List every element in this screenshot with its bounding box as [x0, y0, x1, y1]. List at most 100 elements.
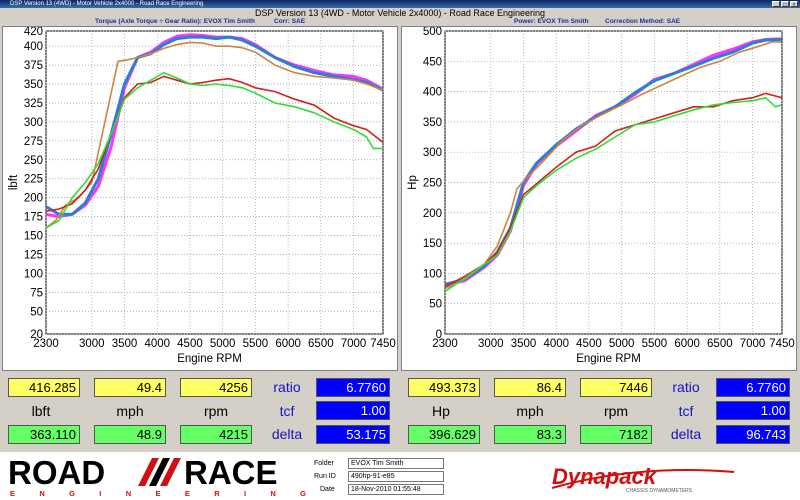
series-line-3: [45, 41, 384, 229]
dynapack-logo: Dynapack CHASSIS DYNAMOMETERS: [551, 464, 735, 494]
y-tick-label: 20: [30, 329, 43, 341]
y-tick-label: 275: [24, 136, 43, 148]
x-tick-label: 3000: [478, 338, 504, 350]
y-tick-label: 250: [423, 178, 442, 190]
series-line-1: [45, 33, 384, 219]
series-line-4: [444, 92, 782, 288]
footer: ROAD RACE E N G I N E E R I N G Folder E…: [0, 452, 800, 500]
x-tick-label: 5500: [642, 338, 668, 350]
x-tick-label: 3500: [511, 338, 537, 350]
secondary-power-rpm: 7182: [580, 425, 652, 444]
y-tick-label: 100: [24, 268, 43, 280]
dynapack-subtext: CHASSIS DYNAMOMETERS: [626, 488, 693, 494]
x-tick-label: 4500: [177, 338, 203, 350]
dynapack-swoosh: [551, 469, 735, 489]
y-tick-label: 300: [423, 147, 442, 159]
x-tick-label: 7450: [370, 338, 396, 350]
logo-stripe-3: [160, 458, 181, 486]
series-line-4: [45, 75, 384, 213]
y-tick-label: 50: [30, 306, 43, 318]
tcf-value-right: 1.00: [716, 401, 790, 420]
folder-label: Folder: [314, 460, 334, 467]
secondary-torque-mph: 48.9: [94, 425, 166, 444]
torque-chart: 2300 3000 3500 4000 4500 5000 5500 6000 6500 7000…: [8, 26, 396, 365]
window-controls: _ □ ×: [772, 1, 798, 8]
maximize-button[interactable]: □: [781, 1, 789, 8]
y-tick-label: 325: [24, 98, 43, 110]
y-tick-label: 420: [24, 27, 43, 38]
x-tick-label: 4000: [543, 338, 569, 350]
y-tick-label: 400: [24, 41, 43, 53]
ratio-value: 6.7760: [316, 378, 390, 397]
x-tick-label: 7450: [769, 338, 795, 350]
ratio-label: ratio: [273, 379, 301, 395]
y-tick-label: 250: [24, 155, 43, 167]
y-tick-label: 200: [423, 208, 442, 220]
close-button[interactable]: ×: [790, 1, 798, 8]
logo-engineering-text: E N G I N E E R I N G: [10, 489, 306, 498]
delta-value-right: 96.743: [716, 425, 790, 444]
peak-torque-rpm: 4256: [180, 378, 252, 397]
power-chart-panel: 2300 3000 3500 4000 4500 5000 5500 6000 6500 7000…: [401, 26, 797, 371]
x-tick-label: 2300: [33, 338, 59, 350]
minimize-button[interactable]: _: [772, 1, 780, 8]
plot-area: [45, 30, 384, 335]
delta-label-right: delta: [670, 426, 702, 442]
x-tick-label: 5000: [609, 338, 635, 350]
secondary-power-value: 396.629: [408, 425, 480, 444]
series-line-5: [444, 96, 782, 293]
tcf-label-right: tcf: [678, 403, 694, 419]
y-tick-label: 500: [423, 27, 442, 38]
delta-value: 53.175: [316, 425, 390, 444]
road-race-logo: ROAD RACE E N G I N E E R I N G: [8, 454, 306, 498]
peak-power-rpm: 7446: [580, 378, 652, 397]
logo-stripe-2: [149, 458, 170, 486]
folder-field: EVOX Tim Smith: [348, 458, 444, 469]
y-axis-label: lbft: [8, 174, 20, 190]
y-tick-label: 350: [423, 117, 442, 129]
y-tick-label: 400: [423, 87, 442, 99]
x-tick-label: 4500: [576, 338, 602, 350]
x-tick-label: 7000: [341, 338, 367, 350]
date-label: Date: [320, 486, 335, 493]
peak-power-mph: 86.4: [494, 378, 566, 397]
mph-label: mph: [116, 403, 144, 419]
lbft-label: lbft: [31, 403, 51, 419]
x-tick-label: 7000: [740, 338, 766, 350]
power-subtitle: Power: EVOX Tim Smith: [514, 18, 589, 25]
ratio-label-right: ratio: [672, 379, 700, 395]
date-field: 18-Nov-2010 01:55:48: [348, 484, 444, 495]
logo-road-text: ROAD: [8, 454, 105, 491]
rpm-label-right: rpm: [603, 403, 629, 419]
power-chart: 2300 3000 3500 4000 4500 5000 5500 6000 6500 7000…: [407, 26, 795, 365]
secondary-torque-rpm: 4215: [180, 425, 252, 444]
x-tick-label: 6000: [275, 338, 301, 350]
y-tick-label: 200: [24, 193, 43, 205]
logo-stripe-1: [138, 458, 159, 486]
tcf-label: tcf: [279, 403, 295, 419]
x-tick-label: 3500: [112, 338, 138, 350]
y-tick-label: 225: [24, 174, 43, 186]
y-tick-label: 100: [423, 268, 442, 280]
delta-label: delta: [271, 426, 303, 442]
torque-subtitle: Torque (Axle Torque ÷ Gear Ratio): EVOX …: [95, 18, 255, 25]
window-title: DSP Version 13 (4WD) - Motor Vehicle 2x4…: [10, 1, 204, 7]
secondary-torque-value: 363.110: [8, 425, 80, 444]
torque-chart-panel: 2300 3000 3500 4000 4500 5000 5500 6000 6500 7000…: [2, 26, 398, 371]
x-axis-label: Engine RPM: [576, 353, 641, 365]
y-tick-label: 150: [24, 231, 43, 243]
page-title: DSP Version 13 (4WD - Motor Vehicle 2x40…: [255, 8, 545, 18]
x-tick-label: 6500: [707, 338, 733, 350]
y-tick-label: 150: [423, 238, 442, 250]
x-tick-label: 6500: [308, 338, 334, 350]
x-axis-label: Engine RPM: [177, 353, 242, 365]
hp-label: Hp: [432, 403, 450, 419]
secondary-power-mph: 83.3: [494, 425, 566, 444]
series-line-5: [45, 71, 383, 229]
runid-label: Run ID: [314, 473, 336, 480]
y-tick-label: 450: [423, 56, 442, 68]
logo-race-text: RACE: [184, 454, 278, 491]
y-tick-label: 50: [429, 299, 442, 311]
power-correction: Correction Method: SAE: [605, 18, 681, 25]
dynapack-text: Dynapack: [552, 464, 658, 489]
